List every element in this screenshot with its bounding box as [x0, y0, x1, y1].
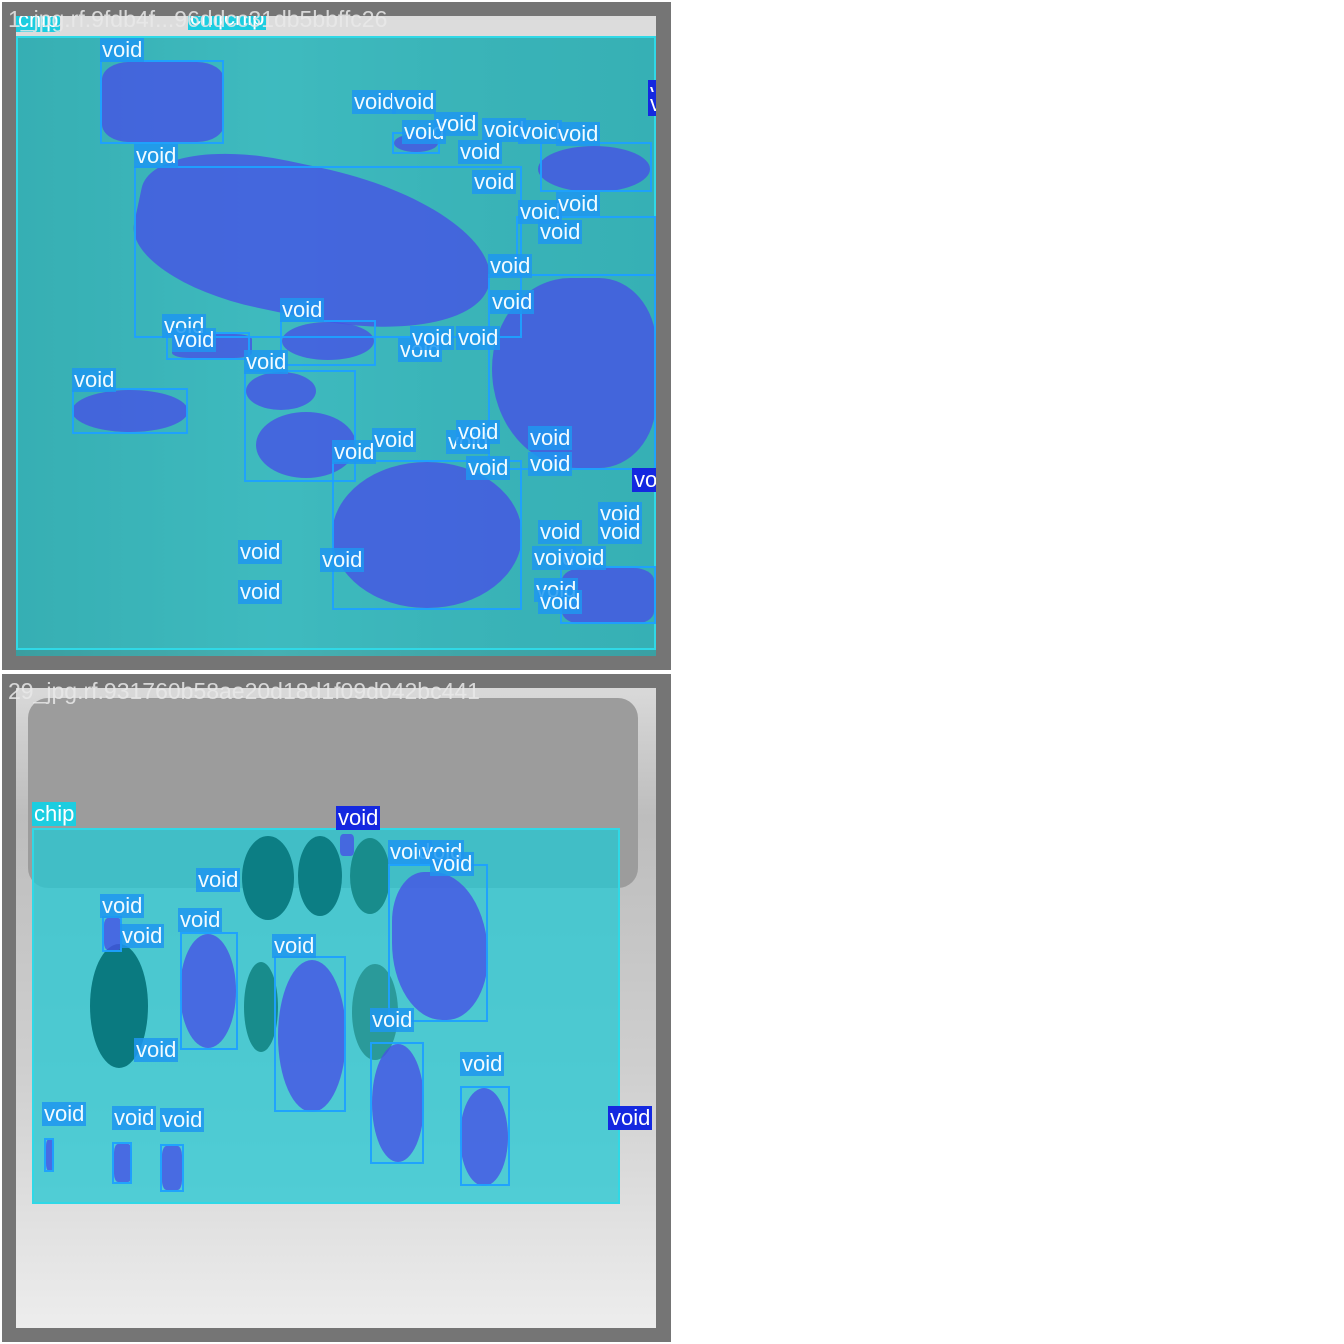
solder-ball [350, 838, 390, 914]
void-label: void [178, 907, 223, 932]
void-label: void [410, 325, 455, 350]
void-label: void [280, 297, 325, 322]
void-label: void [556, 191, 601, 216]
void-box [160, 1144, 184, 1192]
void-label: void [528, 451, 573, 476]
void-region [282, 322, 374, 360]
void-label: void [488, 253, 533, 278]
void-label: void [648, 92, 656, 116]
void-label: void [196, 867, 241, 892]
void-box [100, 60, 224, 144]
void-label: void [538, 519, 583, 544]
void-box [540, 142, 652, 192]
void-label: void [430, 851, 475, 876]
void-region [180, 934, 236, 1048]
void-region [72, 390, 188, 432]
void-label: void [528, 425, 573, 450]
void-box [134, 166, 522, 338]
void-label: void [112, 1105, 157, 1130]
void-label: void [172, 327, 217, 352]
void-label: void [238, 539, 283, 564]
void-label: void [472, 169, 517, 194]
void-region [278, 960, 346, 1112]
xray-image-2: chip void void void void void void void … [16, 688, 656, 1328]
chip-label: chip [32, 801, 77, 826]
chip-label: chip [188, 16, 233, 30]
void-label: void [372, 427, 417, 452]
void-region [114, 1144, 132, 1182]
void-label: void [72, 367, 117, 392]
void-label: void [332, 439, 377, 464]
void-label: void [460, 1051, 505, 1076]
void-region [246, 372, 316, 410]
void-label: void [466, 455, 511, 480]
image-tile-2: chip void void void void void void void … [2, 674, 671, 1342]
void-box [332, 460, 522, 610]
void-label: void [518, 199, 563, 224]
void-label: void [538, 589, 583, 614]
void-box [102, 916, 122, 952]
void-label: void [608, 1105, 653, 1130]
void-label: void [134, 143, 179, 168]
void-label: void [134, 1037, 179, 1062]
void-box [72, 388, 188, 434]
void-label: void [490, 289, 535, 314]
void-box [244, 370, 356, 482]
void-box [112, 1142, 132, 1184]
void-box [370, 1042, 424, 1164]
void-box [516, 216, 656, 276]
void-label: void [434, 111, 479, 136]
void-label: void [456, 325, 501, 350]
void-label: void [632, 468, 656, 492]
chip-label: chip [222, 16, 267, 30]
void-label: void [598, 519, 643, 544]
void-region [460, 1088, 508, 1186]
void-label: void [42, 1101, 87, 1126]
void-label: void [538, 219, 583, 244]
void-region [46, 1140, 54, 1170]
image-top-band [16, 16, 656, 38]
void-label: void [336, 805, 381, 830]
void-label: void [458, 139, 503, 164]
void-region [162, 1146, 182, 1190]
void-region [340, 834, 354, 856]
image-filename: 1_jpg.rf.9fdb4f...96ddcc31db5bbffc26 [8, 6, 388, 32]
void-box [280, 320, 376, 366]
void-box [44, 1138, 54, 1172]
void-label: void [556, 121, 601, 146]
void-region [102, 62, 224, 142]
void-label: void [244, 349, 289, 374]
void-label: void [352, 89, 397, 114]
void-box [388, 864, 488, 1022]
void-label: void [392, 89, 437, 114]
void-label: void [100, 37, 145, 62]
xray-image-1: chip chip chip void void void void void … [16, 16, 656, 656]
void-label: void [562, 545, 607, 570]
solder-ball [244, 962, 278, 1052]
void-region [332, 462, 522, 608]
void-region [392, 872, 488, 1020]
void-label: void [320, 547, 365, 572]
solder-ball [242, 836, 294, 920]
void-label: void [238, 579, 283, 604]
void-label: void [272, 933, 317, 958]
void-region [372, 1044, 424, 1162]
solder-ball [298, 836, 342, 916]
void-region [538, 146, 650, 192]
image-tile-1: chip chip chip void void void void void … [2, 2, 671, 670]
void-label: void [160, 1107, 205, 1132]
void-box [180, 932, 238, 1050]
void-label: void [518, 119, 563, 144]
void-label: void [120, 923, 165, 948]
void-box [460, 1086, 510, 1186]
void-region [104, 918, 122, 950]
void-label: void [456, 419, 501, 444]
chip-label: chip [16, 16, 61, 32]
void-box [274, 956, 346, 1112]
void-label: void [370, 1007, 415, 1032]
void-label: void [100, 893, 145, 918]
image-filename: 29_jpg.rf.931760b58ae20d18d1f09d042bc441 [8, 678, 480, 704]
